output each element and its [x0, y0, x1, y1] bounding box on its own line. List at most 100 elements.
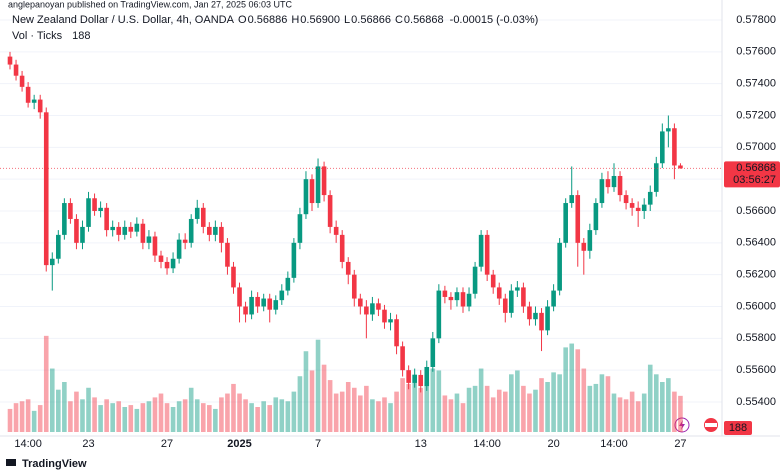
volume-bar [617, 397, 623, 432]
volume-bar [267, 405, 273, 432]
candle-body [647, 191, 653, 205]
candle-body [261, 298, 266, 307]
volume-bar [496, 389, 502, 432]
y-tick-label: 0.56600 [736, 205, 776, 217]
candle-body [623, 195, 629, 204]
candle-body [533, 312, 538, 320]
volume-bar [237, 393, 242, 432]
volume-bar [502, 391, 508, 432]
candle-body [424, 366, 430, 387]
volume-bar [225, 393, 230, 432]
candle-body [207, 226, 212, 235]
candle-body [267, 298, 273, 310]
y-tick-label: 0.56000 [736, 300, 776, 312]
candle-body [672, 128, 677, 166]
brand: TradingView [22, 458, 87, 470]
candle-body [581, 242, 587, 251]
y-tick-label: 0.57400 [736, 78, 776, 90]
volume-bar [569, 343, 575, 432]
volume-bar [605, 376, 611, 432]
candle-body [370, 303, 375, 315]
volume-bar [19, 401, 25, 432]
ohlc-key: L [344, 14, 350, 26]
volume-bar [92, 397, 97, 432]
volume-bar [37, 405, 43, 432]
volume-bar [200, 403, 206, 432]
volume-bar [472, 385, 478, 432]
volume-bar [509, 374, 514, 432]
volume-bar [551, 372, 556, 432]
candle-body [587, 230, 593, 251]
candle-body [563, 203, 568, 243]
volume-bar [557, 374, 562, 432]
candle-body [521, 287, 526, 307]
x-tick-label: 27 [674, 438, 686, 450]
volume-bar [68, 401, 73, 432]
candle-body [164, 261, 170, 269]
volume-bar [521, 385, 526, 432]
volume-bar [213, 408, 218, 432]
x-tick-label: 14:00 [14, 438, 42, 450]
ohlc-value: 0.56900 [300, 14, 340, 26]
candle-body [152, 236, 158, 256]
candle-body [593, 203, 599, 231]
volume-bar [400, 378, 405, 432]
candle-body [442, 290, 448, 297]
y-tick-label: 0.55800 [736, 332, 776, 344]
candle-body [231, 266, 236, 288]
volume-bar [170, 407, 176, 432]
candle-body [460, 292, 466, 307]
candle-body [237, 287, 242, 307]
volume-bar [104, 399, 109, 432]
candle-body [49, 258, 55, 266]
volume-bar [533, 389, 538, 432]
volume-bar [599, 374, 605, 432]
volume-bar [303, 351, 309, 432]
volume-bar [321, 364, 327, 432]
candle-body [448, 296, 454, 301]
volume-bar [388, 403, 393, 432]
volume-bar [74, 391, 79, 432]
volume-bar [80, 399, 85, 432]
volume-bar [134, 408, 140, 432]
volume-bar [406, 383, 411, 432]
volume-last: 188 [72, 30, 90, 42]
candle-body [80, 226, 85, 243]
y-tick-label: 0.57800 [736, 14, 776, 26]
price-tag-value: 0.56868 [736, 162, 776, 174]
volume-bar [339, 391, 345, 432]
candle-body [466, 293, 472, 307]
candle-body [599, 179, 605, 204]
volume-bar [527, 393, 532, 432]
volume-tag [724, 421, 752, 435]
candles [7, 51, 683, 432]
y-tick-label: 0.55600 [736, 364, 776, 376]
candle-body [297, 214, 303, 243]
candle-body [629, 203, 635, 208]
volume-bar [660, 382, 665, 432]
x-tick-label: 14:00 [473, 438, 501, 450]
candle-body [128, 226, 134, 232]
candle-body [611, 175, 617, 188]
flag-stripe [705, 423, 717, 427]
volume-bar [140, 403, 146, 432]
volume-tag-value: 188 [729, 422, 747, 434]
volume-bar [436, 370, 442, 432]
volume-bar [647, 364, 653, 432]
ohlc-key: H [291, 14, 299, 26]
x-tick-label: 27 [161, 438, 173, 450]
candle-body [225, 242, 230, 267]
candle-body [213, 226, 218, 235]
event-icon-bolt [679, 420, 685, 430]
candle-body [666, 128, 671, 132]
volume-bar [56, 389, 61, 432]
candle-body [140, 223, 146, 243]
candle-body [43, 112, 49, 266]
volume-bar [418, 387, 424, 432]
volume-bar [309, 370, 315, 432]
volume-bar [327, 380, 333, 432]
volume-bar [62, 382, 67, 432]
volume-bar [635, 401, 641, 432]
candle-body [635, 207, 641, 211]
x-tick-label: 20 [547, 438, 559, 450]
